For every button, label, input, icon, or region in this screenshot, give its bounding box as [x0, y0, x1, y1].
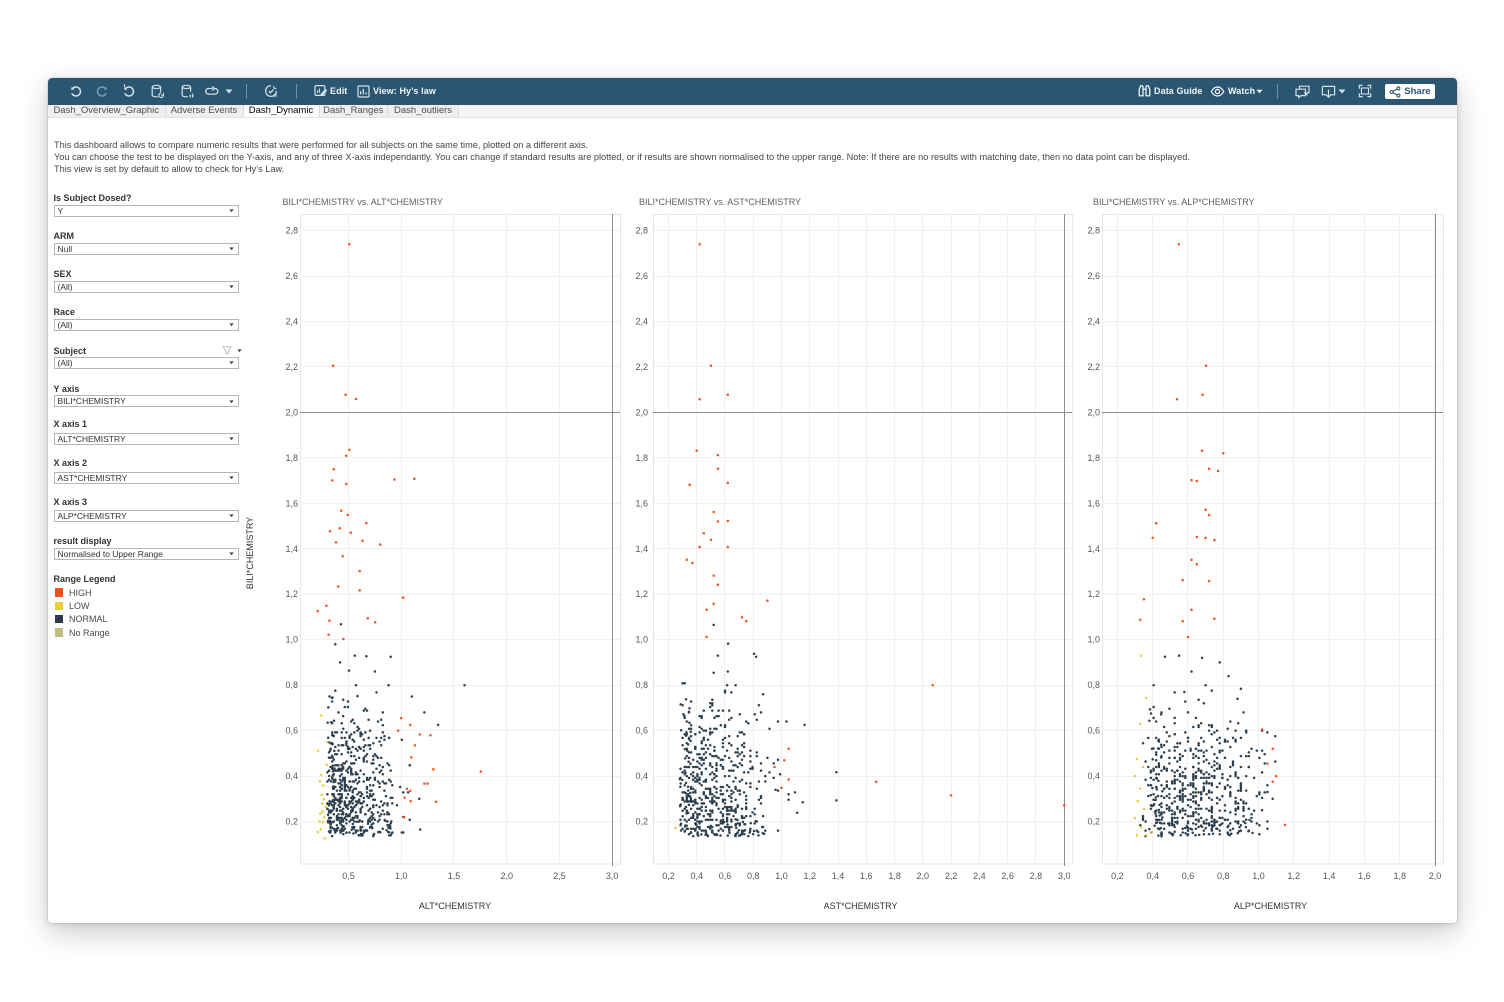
svg-text:0,4: 0,4 — [635, 771, 648, 781]
svg-text:1,8: 1,8 — [635, 453, 648, 463]
svg-text:1,6: 1,6 — [1358, 871, 1371, 881]
svg-text:0,6: 0,6 — [719, 871, 732, 881]
svg-text:0,2: 0,2 — [1087, 817, 1100, 827]
svg-text:3,0: 3,0 — [606, 871, 619, 881]
svg-text:2,0: 2,0 — [1429, 871, 1442, 881]
svg-text:2,8: 2,8 — [1087, 226, 1100, 236]
svg-text:1,8: 1,8 — [285, 453, 298, 463]
svg-text:1,2: 1,2 — [1087, 589, 1100, 599]
svg-text:1,6: 1,6 — [635, 498, 648, 508]
svg-text:0,8: 0,8 — [285, 680, 298, 690]
svg-text:0,5: 0,5 — [342, 871, 355, 881]
svg-text:2,2: 2,2 — [285, 362, 298, 372]
svg-text:0,8: 0,8 — [1087, 680, 1100, 690]
svg-text:1,0: 1,0 — [775, 871, 788, 881]
svg-text:0,4: 0,4 — [1087, 771, 1100, 781]
svg-text:1,6: 1,6 — [285, 498, 298, 508]
svg-text:1,2: 1,2 — [285, 589, 298, 599]
svg-text:2,6: 2,6 — [285, 271, 298, 281]
svg-text:2,2: 2,2 — [945, 871, 958, 881]
svg-text:1,6: 1,6 — [1087, 498, 1100, 508]
svg-text:1,8: 1,8 — [1393, 871, 1406, 881]
svg-text:1,4: 1,4 — [1323, 871, 1336, 881]
svg-text:1,0: 1,0 — [1087, 635, 1100, 645]
svg-text:2,8: 2,8 — [635, 226, 648, 236]
svg-text:2,6: 2,6 — [1087, 271, 1100, 281]
svg-text:0,6: 0,6 — [1087, 726, 1100, 736]
svg-text:0,2: 0,2 — [285, 817, 298, 827]
svg-text:0,2: 0,2 — [635, 817, 648, 827]
svg-text:0,8: 0,8 — [635, 680, 648, 690]
svg-text:2,5: 2,5 — [553, 871, 566, 881]
svg-text:BILI*CHEMISTRY: BILI*CHEMISTRY — [245, 517, 255, 589]
svg-text:2,0: 2,0 — [1087, 407, 1100, 417]
svg-text:1,0: 1,0 — [635, 635, 648, 645]
svg-text:3,0: 3,0 — [1058, 871, 1071, 881]
svg-text:1,4: 1,4 — [285, 544, 298, 554]
svg-text:ALT*CHEMISTRY: ALT*CHEMISTRY — [419, 901, 491, 911]
svg-text:2,8: 2,8 — [285, 226, 298, 236]
svg-text:0,6: 0,6 — [285, 726, 298, 736]
svg-text:0,6: 0,6 — [635, 726, 648, 736]
svg-text:1,6: 1,6 — [860, 871, 873, 881]
svg-text:0,4: 0,4 — [1146, 871, 1159, 881]
svg-text:1,2: 1,2 — [635, 589, 648, 599]
svg-text:1,5: 1,5 — [448, 871, 461, 881]
svg-text:2,4: 2,4 — [973, 871, 986, 881]
svg-text:1,2: 1,2 — [804, 871, 817, 881]
svg-text:2,6: 2,6 — [1001, 871, 1014, 881]
svg-text:AST*CHEMISTRY: AST*CHEMISTRY — [824, 901, 898, 911]
svg-text:1,4: 1,4 — [1087, 544, 1100, 554]
svg-text:2,4: 2,4 — [635, 317, 648, 327]
svg-text:2,2: 2,2 — [635, 362, 648, 372]
svg-text:1,8: 1,8 — [888, 871, 901, 881]
svg-text:1,2: 1,2 — [1288, 871, 1301, 881]
svg-text:ALP*CHEMISTRY: ALP*CHEMISTRY — [1234, 901, 1307, 911]
svg-text:2,2: 2,2 — [1087, 362, 1100, 372]
svg-text:BILI*CHEMISTRY vs. AST*CHEMIST: BILI*CHEMISTRY vs. AST*CHEMISTRY — [639, 197, 801, 207]
svg-text:0,6: 0,6 — [1182, 871, 1195, 881]
svg-text:0,2: 0,2 — [662, 871, 675, 881]
svg-text:0,4: 0,4 — [690, 871, 703, 881]
svg-text:1,0: 1,0 — [395, 871, 408, 881]
svg-text:2,0: 2,0 — [285, 407, 298, 417]
svg-text:1,0: 1,0 — [285, 635, 298, 645]
svg-text:0,4: 0,4 — [285, 771, 298, 781]
svg-text:1,4: 1,4 — [832, 871, 845, 881]
svg-text:2,8: 2,8 — [1030, 871, 1043, 881]
svg-text:1,4: 1,4 — [635, 544, 648, 554]
svg-text:1,8: 1,8 — [1087, 453, 1100, 463]
svg-text:2,4: 2,4 — [285, 317, 298, 327]
svg-text:BILI*CHEMISTRY vs. ALP*CHEMIST: BILI*CHEMISTRY vs. ALP*CHEMISTRY — [1093, 197, 1255, 207]
svg-text:2,0: 2,0 — [635, 407, 648, 417]
svg-text:1,0: 1,0 — [1252, 871, 1265, 881]
svg-text:2,0: 2,0 — [500, 871, 513, 881]
svg-text:2,6: 2,6 — [635, 271, 648, 281]
svg-text:0,8: 0,8 — [1217, 871, 1230, 881]
svg-text:0,8: 0,8 — [747, 871, 760, 881]
svg-text:BILI*CHEMISTRY vs. ALT*CHEMIST: BILI*CHEMISTRY vs. ALT*CHEMISTRY — [283, 197, 443, 207]
svg-text:0,2: 0,2 — [1111, 871, 1124, 881]
svg-text:2,0: 2,0 — [917, 871, 930, 881]
svg-text:2,4: 2,4 — [1087, 317, 1100, 327]
